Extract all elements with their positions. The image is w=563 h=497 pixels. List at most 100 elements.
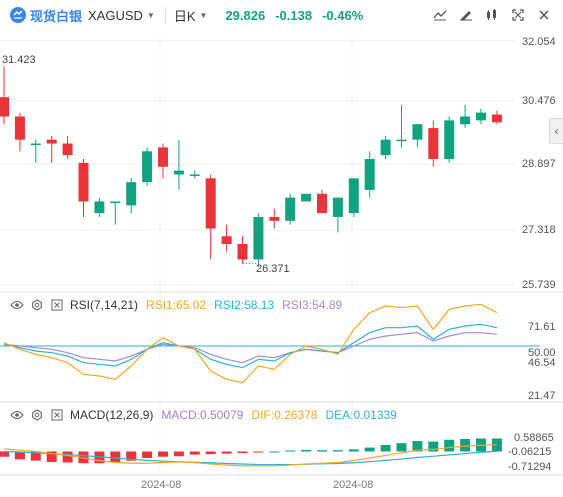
macd-histogram-bar — [14, 451, 25, 460]
rsi-legend: RSI(7,14,21) RSI1:65.02 RSI2:58.13 RSI3:… — [10, 298, 350, 312]
macd-histogram-bar — [142, 451, 153, 459]
candle-body — [396, 139, 407, 142]
rsi2-line — [3, 323, 498, 369]
price-change: -0.138 — [275, 7, 313, 23]
rsi1-line — [3, 303, 498, 384]
drawing-icon[interactable] — [457, 7, 475, 23]
rsi3-value: RSI3:54.89 — [282, 298, 343, 312]
macd-histogram-bar — [301, 449, 312, 452]
price-tick-3: 28.897 — [522, 158, 556, 170]
price-change-percent: -0.46% — [322, 7, 364, 23]
candle-body — [221, 236, 232, 245]
candle-body — [428, 128, 439, 160]
chevron-down-icon[interactable]: ▼ — [146, 10, 155, 20]
macd-histogram-bar — [460, 438, 471, 452]
macd-value: MACD:0.50079 — [161, 408, 244, 422]
candle-body — [46, 139, 57, 144]
macd-histogram-bar — [348, 449, 359, 452]
candle-body — [348, 178, 359, 214]
dea-line — [3, 450, 497, 466]
symbol-code: XAGUSD — [88, 7, 143, 23]
dif-line — [3, 444, 497, 467]
candle-body — [364, 159, 375, 190]
candle-body — [94, 201, 105, 214]
macd-histogram-bar — [0, 451, 9, 457]
candle-body — [189, 174, 200, 176]
macd-close-indicator-icon[interactable] — [50, 408, 64, 422]
fullscreen-icon[interactable] — [509, 7, 527, 23]
chevron-left-icon[interactable]: ‹ — [549, 118, 563, 144]
macd-histogram-bar — [364, 447, 375, 452]
candle-body — [317, 193, 327, 214]
candle-body — [237, 244, 248, 260]
macd-histogram-bar — [221, 451, 232, 454]
macd-histogram-bar — [317, 450, 327, 452]
rsi3-line — [3, 332, 497, 364]
candle-body — [491, 114, 502, 123]
macd-eye-icon[interactable] — [10, 408, 24, 422]
macd-histogram-bar — [380, 444, 391, 452]
candle-body — [78, 162, 89, 202]
candle-body — [205, 178, 216, 229]
macd-histogram-bar — [30, 451, 41, 461]
candle-body — [158, 147, 168, 167]
candle-body — [142, 151, 153, 183]
date-label-2: 2024-08 — [333, 479, 374, 491]
rsi2-value: RSI2:58.13 — [214, 298, 275, 312]
close-icon[interactable] — [535, 7, 553, 23]
period-chevron-down-icon[interactable]: ▼ — [199, 10, 208, 20]
candle-body — [269, 216, 280, 221]
eye-icon[interactable] — [10, 298, 24, 312]
candle-body — [62, 143, 73, 156]
marker-icon[interactable] — [483, 7, 501, 23]
rsi-label: RSI(7,14,21) — [70, 298, 139, 312]
candle-body — [173, 170, 184, 175]
macd-histogram-bar — [189, 451, 200, 455]
last-price: 29.826 — [225, 7, 266, 23]
close-indicator-icon[interactable] — [50, 298, 64, 312]
candle-body — [253, 216, 264, 260]
macd-histogram-bar — [94, 451, 105, 464]
macd-histogram-bar — [285, 450, 296, 452]
macd-tick-3: -0.71294 — [508, 461, 552, 473]
rsi-tick-3: 46.54 — [528, 357, 556, 369]
macd-histogram-bar — [173, 451, 184, 457]
candle-body — [412, 124, 423, 140]
candle-body — [460, 116, 471, 125]
header-divider — [164, 7, 166, 23]
candle-body — [476, 112, 486, 121]
price-tick-5: 25.739 — [522, 279, 556, 291]
line-chart-icon[interactable] — [431, 7, 449, 23]
macd-label: MACD(12,26,9) — [70, 408, 154, 422]
candle-body — [0, 97, 9, 117]
candle-body — [14, 116, 25, 140]
high-price-annotation: 31.423 — [2, 54, 36, 66]
macd-histogram-bar — [428, 441, 439, 452]
brand-name: 现货白银 — [30, 8, 83, 24]
settings-icon[interactable] — [30, 298, 44, 312]
price-chart[interactable] — [0, 30, 563, 497]
candle-body — [30, 143, 41, 146]
symbol-selector[interactable]: 现货白银 XAGUSD ▼ — [10, 0, 165, 30]
macd-histogram-bar — [253, 451, 264, 453]
macd-histogram-bar — [396, 443, 407, 452]
macd-histogram-bar — [237, 451, 248, 454]
rsi-tick-2: 50.00 — [528, 347, 556, 359]
brand-logo-icon — [10, 7, 26, 23]
macd-histogram-bar — [110, 451, 121, 462]
macd-tick-1: 0.58865 — [514, 432, 554, 444]
macd-histogram-bar — [78, 451, 89, 464]
macd-settings-icon[interactable] — [30, 408, 44, 422]
macd-legend: MACD(12,26,9) MACD:0.50079 DIF:0.26378 D… — [10, 408, 405, 422]
candle-body — [444, 120, 455, 160]
macd-histogram-bar — [444, 439, 455, 452]
rsi-tick-1: 71.61 — [528, 321, 556, 333]
macd-histogram-bar — [158, 451, 168, 457]
price-tick-2: 30.476 — [522, 95, 556, 107]
low-price-annotation: 26.371 — [256, 263, 290, 275]
toolbar — [431, 7, 553, 23]
period-selector[interactable]: 日K — [173, 8, 196, 24]
candle-body — [301, 193, 312, 202]
candle-body — [110, 201, 121, 204]
macd-histogram-bar — [126, 451, 137, 461]
